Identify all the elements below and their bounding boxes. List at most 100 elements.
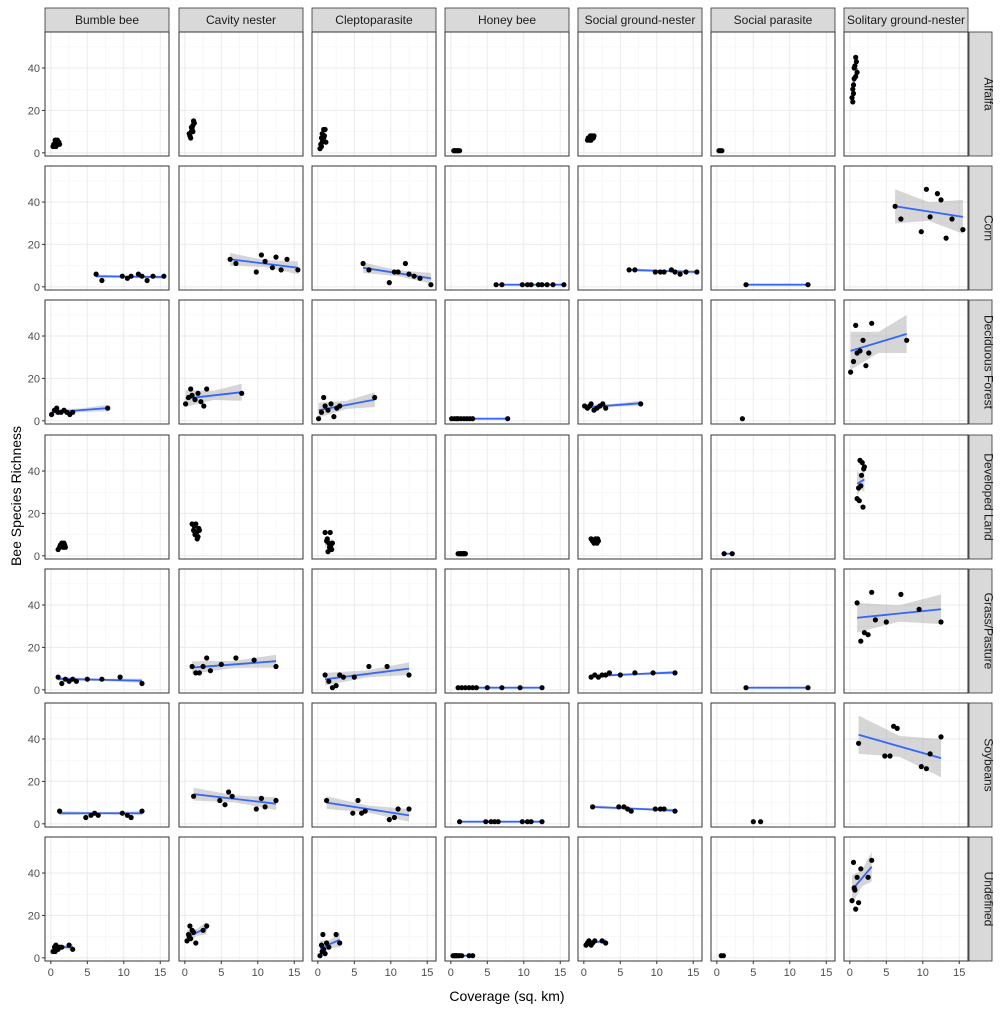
data-point — [616, 804, 622, 810]
data-point — [949, 216, 955, 222]
data-point — [856, 900, 862, 906]
panel-deciduous-forest-solitary-ground-nester — [844, 300, 968, 424]
data-point — [395, 806, 401, 812]
panel-data-grass-pasture-solitary-ground-nester — [854, 589, 944, 644]
data-point — [850, 358, 857, 365]
data-point — [337, 940, 343, 946]
panel-border — [444, 31, 570, 157]
data-point — [188, 124, 194, 130]
panel-background — [179, 32, 303, 156]
data-point — [340, 674, 346, 680]
panel-grass-pasture-bumble-bee — [45, 569, 169, 693]
data-point — [550, 282, 556, 288]
panel-soybeans-solitary-ground-nester — [844, 703, 968, 827]
panel-data-corn-honey-bee — [493, 282, 567, 288]
data-point — [139, 808, 145, 814]
data-point — [318, 409, 325, 415]
y-tick-label: 20 — [28, 105, 40, 117]
data-point — [672, 670, 678, 676]
row-strip-label: Grass/Pasture — [982, 593, 996, 670]
data-point — [519, 819, 525, 825]
data-point — [386, 817, 392, 823]
x-tick-label: 15 — [154, 967, 166, 979]
panel-data-grass-pasture-social-ground-nester — [588, 670, 678, 680]
data-point — [337, 403, 343, 409]
data-point — [84, 676, 90, 682]
data-point — [626, 267, 632, 273]
panel-data-alfalfa-bumble-bee — [50, 137, 63, 150]
data-point — [851, 885, 857, 891]
data-point — [850, 82, 857, 88]
data-point — [195, 390, 201, 396]
row-strip-grass-pasture — [968, 568, 993, 694]
data-point — [590, 135, 596, 141]
data-point — [628, 808, 634, 814]
data-point — [470, 953, 476, 959]
row-strip-label: Undefined — [982, 872, 996, 927]
panel-background — [445, 32, 569, 156]
row-strip-deciduous-forest — [968, 299, 993, 425]
data-point — [856, 740, 862, 746]
data-point — [331, 414, 337, 420]
panel-background — [711, 703, 835, 827]
data-point — [462, 551, 468, 557]
x-tick-label: 10 — [917, 967, 929, 979]
data-point — [128, 273, 134, 279]
panel-border — [444, 434, 570, 560]
y-tick-label: 0 — [34, 953, 40, 965]
column-strip-social-parasite — [710, 7, 836, 33]
data-point — [200, 663, 206, 670]
data-point — [923, 766, 930, 772]
data-point — [918, 229, 924, 235]
x-tick-label: 10 — [118, 967, 130, 979]
data-point — [325, 407, 331, 413]
panel-background — [179, 837, 303, 961]
panel-border — [710, 568, 836, 694]
x-tick-label: 10 — [518, 967, 530, 979]
column-strip-label: Social ground-nester — [585, 13, 696, 27]
panel-border — [311, 434, 437, 560]
panel-border — [577, 702, 703, 828]
data-point — [324, 797, 330, 804]
data-point — [139, 680, 145, 687]
x-tick-label: 15 — [820, 967, 832, 979]
panel-soybeans-cleptoparasite — [312, 703, 436, 827]
data-point — [192, 397, 198, 403]
data-point — [848, 369, 854, 375]
fit-line — [858, 733, 942, 759]
data-point — [258, 795, 264, 802]
y-tick-label: 0 — [34, 416, 40, 428]
data-point — [854, 69, 860, 75]
panel-border — [710, 702, 836, 828]
data-point — [561, 282, 567, 288]
panels-layer: Bumble bee Cavity nester Cleptoparasite Hon… — [28, 7, 996, 979]
data-point — [938, 197, 944, 203]
panel-corn-solitary-ground-nester — [844, 166, 968, 290]
data-point — [858, 472, 865, 478]
panel-border — [311, 702, 437, 828]
data-point — [493, 282, 499, 288]
x-tick-label: 0 — [315, 967, 321, 979]
data-point — [191, 929, 197, 936]
panel-border — [710, 31, 836, 157]
panel-alfalfa-cleptoparasite — [312, 32, 436, 156]
panel-data-undefined-bumble-bee — [50, 942, 76, 955]
panel-data-soybeans-cleptoparasite — [324, 796, 412, 823]
data-point — [386, 280, 392, 286]
panel-border — [444, 165, 570, 291]
data-point — [859, 460, 865, 466]
panel-deciduous-forest-social-ground-nester — [578, 300, 702, 424]
data-point — [59, 680, 65, 687]
column-strip-bumble-bee — [44, 7, 170, 33]
data-point — [729, 551, 735, 557]
row-strip-soybeans — [968, 702, 993, 828]
panel-border — [178, 299, 304, 425]
data-point — [62, 544, 68, 550]
panel-data-grass-pasture-cavity-nester — [189, 654, 279, 676]
data-point — [226, 789, 232, 795]
panel-deciduous-forest-bumble-bee — [45, 300, 169, 424]
data-point — [321, 126, 327, 133]
panel-background — [844, 300, 968, 424]
panel-data-undefined-cleptoparasite — [317, 931, 343, 959]
panel-grass-pasture-social-parasite — [711, 569, 835, 693]
